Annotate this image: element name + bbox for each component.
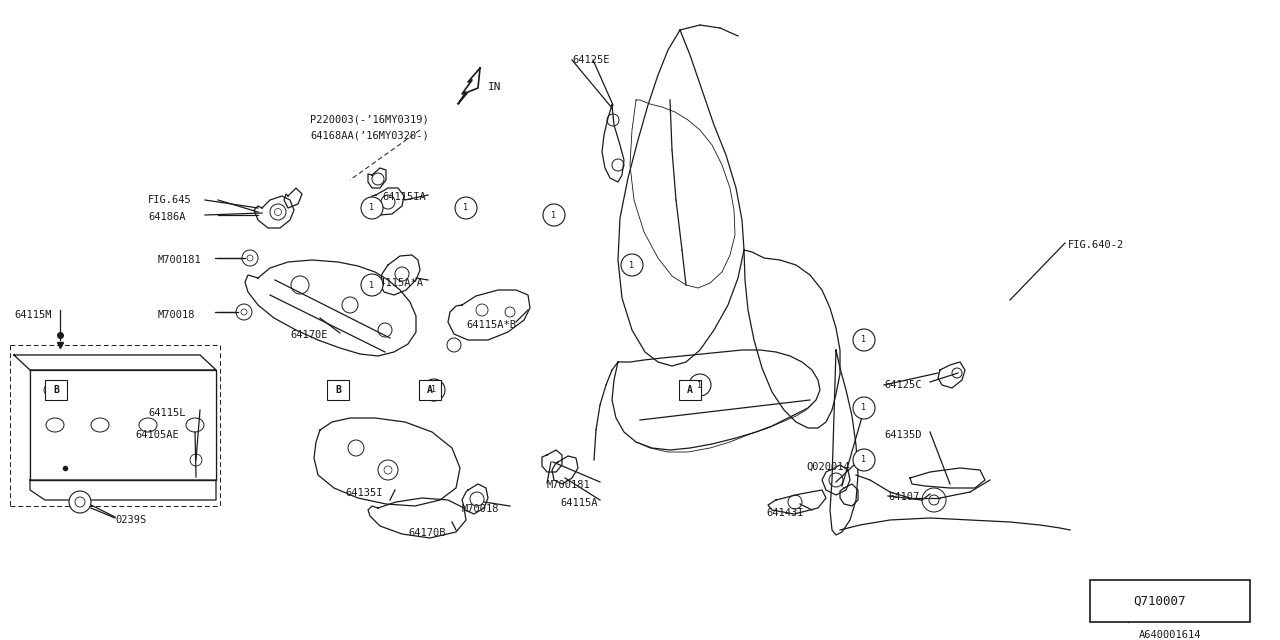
Text: 0239S: 0239S	[115, 515, 146, 525]
Text: 1: 1	[1106, 596, 1111, 605]
Circle shape	[69, 491, 91, 513]
Text: 1: 1	[463, 204, 468, 212]
Circle shape	[543, 204, 564, 226]
Text: 1: 1	[698, 381, 703, 390]
Bar	[419, 380, 442, 400]
Text: 1: 1	[370, 204, 375, 212]
Polygon shape	[14, 355, 216, 370]
Bar	[45, 380, 67, 400]
Circle shape	[361, 197, 383, 219]
Text: FIG.645: FIG.645	[148, 195, 192, 205]
Circle shape	[922, 488, 946, 512]
Text: FIG.640-2: FIG.640-2	[1068, 240, 1124, 250]
Text: B: B	[335, 385, 340, 395]
Circle shape	[361, 274, 383, 296]
Text: Q020014: Q020014	[806, 462, 850, 472]
Text: 64186A: 64186A	[148, 212, 186, 222]
Text: 1: 1	[370, 280, 375, 289]
Circle shape	[929, 495, 940, 505]
Text: M700181: M700181	[157, 255, 202, 265]
Circle shape	[621, 254, 643, 276]
Text: 64115L: 64115L	[148, 408, 186, 418]
Text: M70018: M70018	[157, 310, 196, 320]
Text: IN: IN	[488, 82, 502, 92]
Circle shape	[1096, 588, 1123, 614]
Circle shape	[852, 397, 876, 419]
Text: 64135D: 64135D	[884, 430, 922, 440]
Text: 64107: 64107	[888, 492, 919, 502]
Text: B: B	[52, 385, 59, 395]
Text: Q710007: Q710007	[1133, 595, 1185, 607]
Circle shape	[422, 379, 445, 401]
Bar	[1091, 580, 1251, 622]
Text: A640001614: A640001614	[1139, 630, 1201, 640]
Text: 64168AA(’16MY0320-): 64168AA(’16MY0320-)	[310, 130, 429, 140]
Text: 64115M: 64115M	[14, 310, 51, 320]
Text: 64115A*A: 64115A*A	[372, 278, 422, 288]
Text: 64115A: 64115A	[561, 498, 598, 508]
Text: 64170B: 64170B	[408, 528, 445, 538]
Circle shape	[852, 329, 876, 351]
Text: M70018: M70018	[462, 504, 499, 514]
Text: 64115IA: 64115IA	[381, 192, 426, 202]
Text: 1: 1	[552, 211, 557, 220]
Text: P220003(-’16MY0319): P220003(-’16MY0319)	[310, 115, 429, 125]
Circle shape	[852, 449, 876, 471]
Polygon shape	[29, 370, 216, 480]
Text: 64170E: 64170E	[291, 330, 328, 340]
Text: 1: 1	[861, 456, 867, 465]
Text: A: A	[428, 385, 433, 395]
Bar	[678, 380, 701, 400]
Text: 64135I: 64135I	[346, 488, 383, 498]
Circle shape	[76, 497, 84, 507]
Text: 1: 1	[431, 385, 436, 394]
Text: 64143I: 64143I	[765, 508, 804, 518]
Text: 64125C: 64125C	[884, 380, 922, 390]
Text: 1: 1	[861, 403, 867, 413]
Text: 1: 1	[861, 335, 867, 344]
Circle shape	[689, 374, 710, 396]
Circle shape	[454, 197, 477, 219]
Text: M700181: M700181	[547, 480, 591, 490]
Text: 1: 1	[630, 260, 635, 269]
Bar	[326, 380, 349, 400]
Text: 64115A*B: 64115A*B	[466, 320, 516, 330]
Text: 64125E: 64125E	[572, 55, 609, 65]
Text: 64105AE: 64105AE	[134, 430, 179, 440]
Text: A: A	[687, 385, 692, 395]
